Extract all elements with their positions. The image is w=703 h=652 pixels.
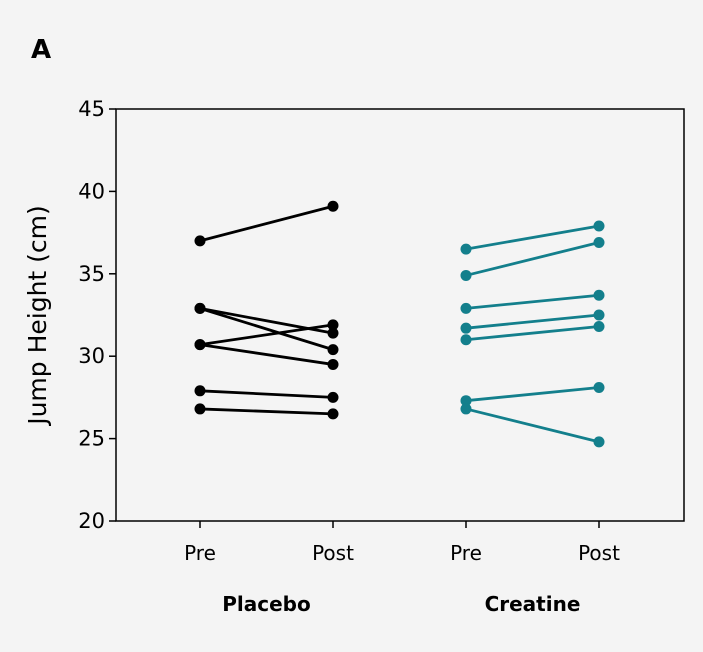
subject-line	[199, 343, 334, 366]
post-point	[593, 382, 605, 394]
post-point	[327, 319, 339, 331]
x-tick-label: Post	[578, 541, 620, 565]
subject-line	[465, 386, 600, 403]
post-point	[327, 391, 339, 403]
y-axis: 20 25 30 35 40 45	[78, 97, 116, 533]
y-tick-label: 30	[78, 344, 105, 368]
x-tick-label: Post	[312, 541, 354, 565]
pre-point	[460, 395, 472, 407]
post-point	[593, 321, 605, 333]
x-tick-label: Pre	[450, 541, 482, 565]
group-label: Creatine	[485, 592, 581, 616]
pre-point	[460, 334, 472, 346]
subject-line	[465, 325, 600, 342]
post-point	[593, 220, 605, 232]
y-tick-label: 35	[78, 262, 105, 286]
pre-point	[460, 322, 472, 334]
subject-line	[465, 224, 600, 251]
pre-point	[194, 403, 206, 415]
post-point	[327, 344, 339, 356]
subject-line	[199, 307, 334, 351]
y-tick-label: 40	[78, 179, 105, 203]
post-point	[593, 289, 605, 301]
y-tick-label: 20	[78, 509, 105, 533]
post-point	[327, 408, 339, 420]
post-point	[327, 200, 339, 212]
post-point	[593, 436, 605, 448]
pre-point	[194, 339, 206, 351]
pre-point	[460, 269, 472, 281]
pre-point	[194, 235, 206, 247]
panel-label: A	[31, 35, 51, 65]
subject-line	[465, 313, 600, 330]
pre-point	[460, 302, 472, 314]
x-tick-label: Pre	[184, 541, 216, 565]
subject-line	[199, 323, 334, 347]
subject-line	[465, 241, 600, 277]
y-tick-label: 25	[78, 427, 105, 451]
post-point	[593, 309, 605, 321]
post-point	[327, 327, 339, 339]
y-tick-label: 45	[78, 97, 105, 121]
pre-point	[460, 243, 472, 255]
y-axis-title: Jump Height (cm)	[23, 205, 52, 427]
pre-point	[194, 385, 206, 397]
post-point	[593, 236, 605, 248]
subject-line	[199, 407, 334, 416]
pre-point	[194, 302, 206, 314]
post-point	[327, 358, 339, 370]
series-layer	[194, 200, 605, 448]
pre-point	[460, 403, 472, 415]
x-axis: Pre Post Pre Post Placebo Creatine	[184, 521, 620, 616]
subject-line	[465, 293, 600, 310]
subject-line	[199, 204, 334, 243]
group-label: Placebo	[222, 592, 311, 616]
subject-line	[199, 389, 334, 399]
subject-line	[465, 407, 600, 444]
